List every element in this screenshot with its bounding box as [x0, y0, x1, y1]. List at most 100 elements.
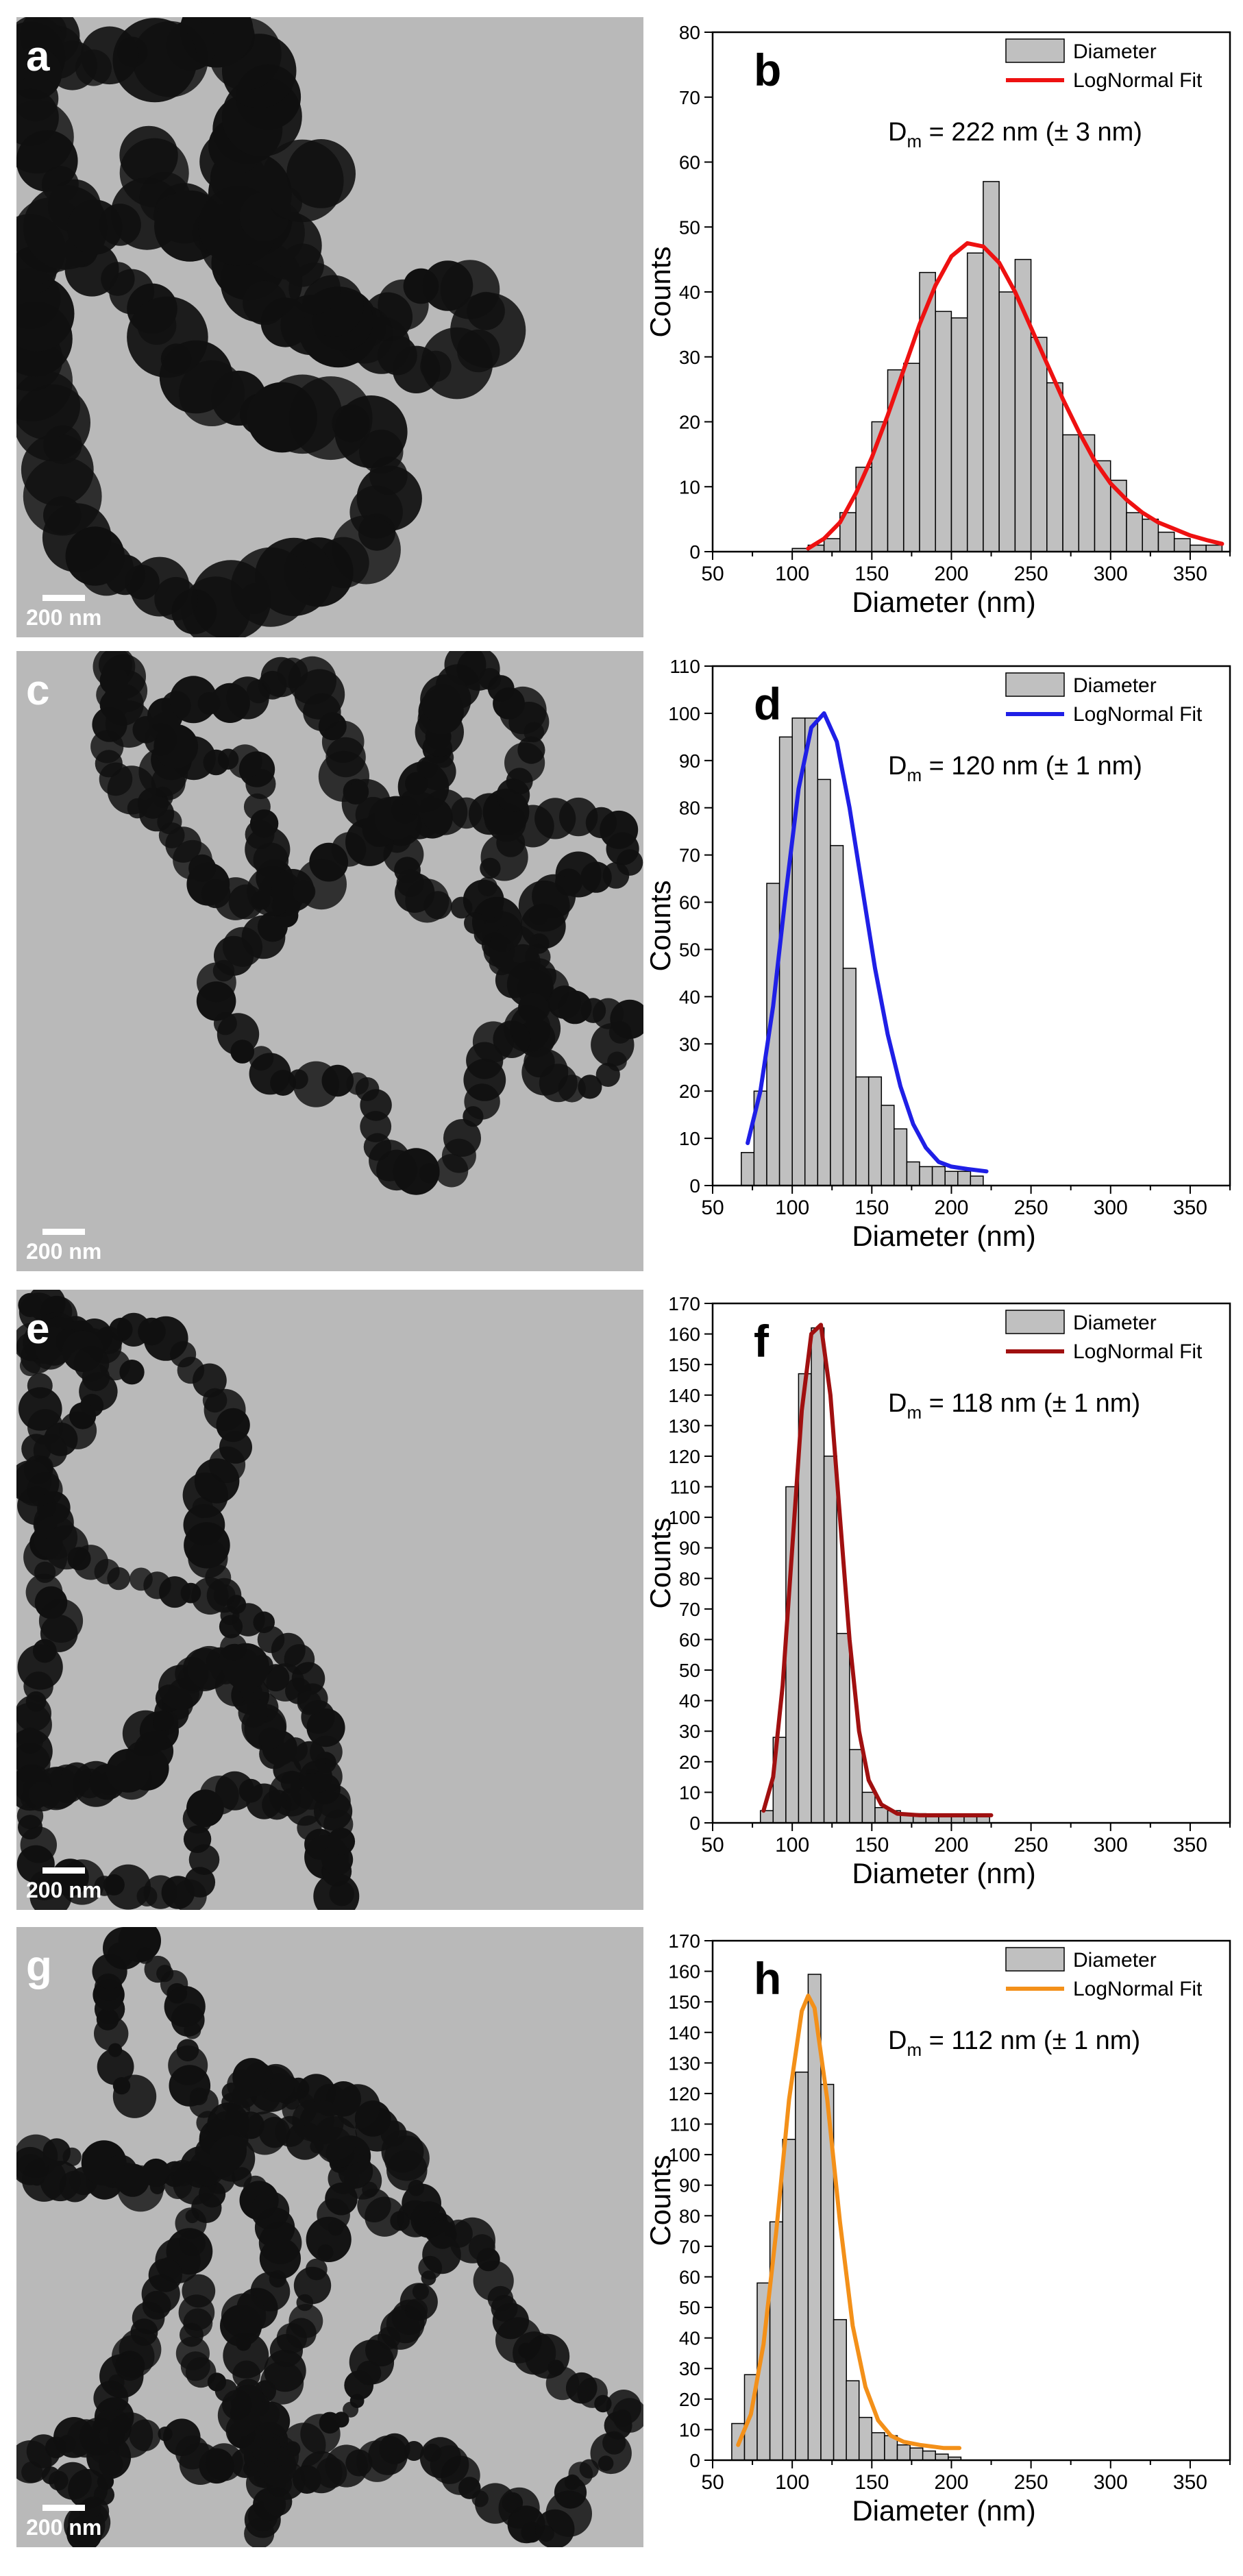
histogram-bar [935, 310, 952, 552]
mean-diameter-annotation: Dm = 222 nm (± 3 nm) [888, 118, 1142, 151]
panel-letter: a [26, 33, 50, 80]
particle [207, 2102, 250, 2145]
histogram-bar [906, 1161, 920, 1186]
y-tick-label: 170 [668, 1930, 700, 1952]
histogram-bar [963, 1816, 978, 1824]
histogram-bar [1062, 434, 1080, 552]
y-tick-label: 0 [689, 1813, 700, 1834]
y-tick-label: 70 [679, 87, 700, 108]
x-tick-label: 150 [854, 1834, 889, 1856]
scale-bar [42, 2505, 85, 2511]
y-tick-label: 40 [679, 2328, 700, 2349]
histogram-bar [896, 2444, 911, 2461]
legend-label: Diameter [1073, 674, 1157, 697]
particle [379, 2433, 410, 2464]
y-tick-label: 20 [679, 412, 700, 433]
x-tick-label: 250 [1014, 563, 1048, 585]
histogram-bar [823, 1456, 837, 1824]
particle [238, 1697, 269, 1728]
particle [184, 2022, 201, 2039]
micrograph: e 200 nm [16, 1290, 643, 1910]
particle [402, 788, 428, 815]
particle [434, 1153, 469, 1188]
y-tick-label: 80 [679, 1568, 700, 1589]
y-tick-label: 160 [668, 1961, 700, 1983]
y-axis-label: Counts [644, 2155, 676, 2246]
histogram-f: 50 100 150 200 250 300 350 0 10 20 30 40 50 60 70 80 90 1… [644, 1281, 1243, 1912]
y-tick-label: 60 [679, 1629, 700, 1650]
x-axis-label: Diameter (nm) [852, 1857, 1035, 1889]
plot-frame [711, 1302, 1231, 1824]
particle [291, 1662, 325, 1695]
y-tick-label: 90 [679, 2175, 700, 2196]
x-tick-label: 350 [1173, 2471, 1207, 2494]
histogram-bar [741, 1152, 755, 1186]
x-tick-label: 100 [775, 2471, 809, 2494]
x-tick-label: 250 [1014, 1197, 1048, 1219]
x-tick-label: 100 [775, 563, 809, 585]
y-tick-label: 20 [679, 2389, 700, 2410]
histogram-bar [1173, 538, 1191, 552]
y-tick-label: 30 [679, 2358, 700, 2379]
histogram-bar [759, 1810, 774, 1824]
y-tick-label: 10 [679, 476, 700, 498]
y-tick-label: 110 [669, 2114, 700, 2135]
histogram-bar [970, 1175, 984, 1186]
histogram-bar [855, 1076, 870, 1186]
y-tick-label: 0 [689, 541, 700, 563]
particle [153, 1710, 174, 1731]
particle [189, 2088, 219, 2118]
x-tick-label: 150 [854, 2471, 889, 2494]
x-tick-label: 200 [934, 1197, 968, 1219]
lognormal-fit-line [806, 241, 1224, 551]
panel-letter: d [754, 678, 781, 729]
particle [344, 2370, 374, 2401]
scale-bar-label: 200 nm [26, 2515, 101, 2540]
legend-label: LogNormal Fit [1073, 1340, 1203, 1363]
x-axis-label: Diameter (nm) [852, 2494, 1035, 2527]
histogram-bar [858, 2416, 873, 2461]
x-tick-label: 300 [1094, 1834, 1128, 1856]
x-tick-label: 350 [1173, 1197, 1207, 1219]
histogram-svg: 50 100 150 200 250 300 350 0 10 20 30 40 50 60 70 80 90 1… [644, 1930, 1231, 2527]
micrograph: a 200 nm [16, 17, 643, 637]
particle [450, 896, 473, 919]
particle [259, 2237, 301, 2279]
scale-bar [42, 595, 85, 601]
micrograph: c 200 nm [16, 651, 643, 1271]
y-axis-label: Counts [644, 246, 676, 337]
histogram-bar [874, 1806, 889, 1824]
particle [99, 2452, 123, 2477]
particle [129, 2419, 161, 2451]
histogram-bar [950, 1816, 965, 1824]
particle [159, 1576, 190, 1608]
lognormal-fit-line [761, 1323, 994, 1817]
mean-diameter-annotation: Dm = 118 nm (± 1 nm) [888, 1389, 1140, 1423]
y-tick-label: 0 [689, 1175, 700, 1197]
particle [107, 1567, 130, 1591]
y-tick-label: 0 [689, 2450, 700, 2471]
mean-diameter-annotation: Dm = 112 nm (± 1 nm) [888, 2026, 1140, 2060]
y-tick-label: 170 [668, 1293, 700, 1314]
y-axis-label: Counts [644, 880, 676, 971]
histogram-bar [1157, 531, 1175, 552]
y-axis-label: Counts [644, 1517, 676, 1608]
panel-letter: b [754, 45, 781, 95]
y-tick-label: 30 [679, 1033, 700, 1055]
panel-letter: c [26, 667, 49, 714]
y-tick-label: 160 [668, 1324, 700, 1345]
y-tick-label: 140 [668, 2022, 700, 2044]
histogram-bar [903, 363, 920, 552]
particle [182, 2274, 216, 2308]
scale-bar [42, 1229, 85, 1235]
lognormal-fit-line [736, 1994, 962, 2451]
particle [420, 674, 471, 726]
x-tick-label: 150 [854, 563, 889, 585]
y-tick-label: 20 [679, 1752, 700, 1773]
tem-image-g: g 200 nm [16, 1927, 643, 2547]
y-tick-label: 50 [679, 217, 700, 238]
particle [243, 793, 271, 820]
scale-bar-label: 200 nm [26, 605, 101, 630]
histogram-bar [909, 2447, 924, 2461]
legend-label: LogNormal Fit [1073, 69, 1203, 92]
